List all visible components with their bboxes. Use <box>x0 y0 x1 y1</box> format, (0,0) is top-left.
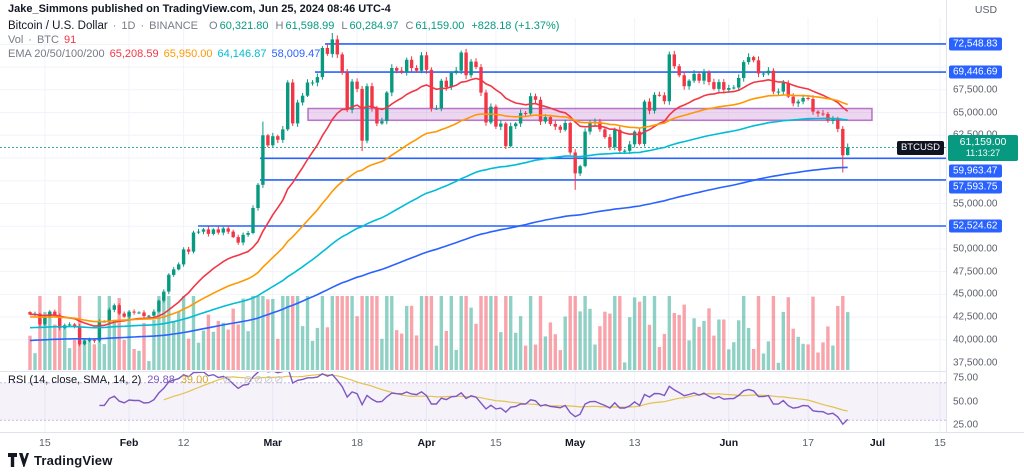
rsi-band <box>0 382 946 421</box>
time-axis-label: May <box>564 437 586 449</box>
open-label: O <box>209 20 218 32</box>
price-axis-label: 40,000.00 <box>953 334 998 346</box>
level-price-badge[interactable]: 72,548.83 <box>949 37 1002 51</box>
rsi-ma-value: 39.00 <box>180 374 209 386</box>
rsi-legend: RSI (14, close, SMA, 14, 2) 29.88 39.00 … <box>8 374 283 386</box>
ema-100-line <box>29 117 848 329</box>
legend-separator: · <box>140 20 145 32</box>
price-axis-label: 42,500.00 <box>953 311 998 323</box>
rsi-axis-label: 50.00 <box>953 396 979 407</box>
rsi-axis-label: 75.00 <box>953 372 979 384</box>
price-axis-label: 65,000.00 <box>953 107 998 118</box>
ema20-value: 65,208.59 <box>109 48 159 60</box>
chart-legend: Bitcoin / U.S. Dollar · 1D · BINANCE O 6… <box>8 19 559 61</box>
time-axis-label: Mar <box>263 437 283 449</box>
ema100-value: 64,146.87 <box>217 48 267 60</box>
time-axis-label: 15 <box>934 437 946 449</box>
rsi-source-icon[interactable]: ⊘ <box>253 373 263 386</box>
time-axis-label: 17 <box>802 437 814 449</box>
volume-unit: BTC <box>36 34 59 46</box>
level-price-badge[interactable]: 57,593.75 <box>949 180 1002 194</box>
change-value: +828.18 (+1.37%) <box>471 20 560 32</box>
price-axis-label: 47,500.00 <box>953 266 998 278</box>
volume-legend-row: Vol · BTC 91 <box>8 33 559 47</box>
candlestick-series <box>28 33 850 347</box>
volume-value: 91 <box>63 34 77 46</box>
ema-20-line <box>29 77 849 327</box>
last-price-badge[interactable]: 61,159.00 11:13:27 <box>948 134 1018 161</box>
time-axis-label: Feb <box>119 437 139 449</box>
ohlc-values: O 60,321.80 H 61,598.99 L 60,284.97 C 61… <box>209 20 559 32</box>
close-label: C <box>405 20 414 32</box>
high-label: H <box>275 20 284 32</box>
price-axis-label: 50,000.00 <box>953 243 998 255</box>
price-axis-label: 45,000.00 <box>953 288 998 300</box>
ema-legend-row: EMA 20/50/100/200 65,208.59 65,950.00 64… <box>8 47 559 61</box>
volume-series <box>28 296 850 370</box>
time-axis-label: Jul <box>869 437 886 449</box>
ema200-value: 58,009.47 <box>271 48 321 60</box>
time-axis-label: 12 <box>177 437 190 449</box>
symbol-legend-row: Bitcoin / U.S. Dollar · 1D · BINANCE O 6… <box>8 19 559 33</box>
brand-name: TradingView <box>34 453 113 468</box>
legend-separator: · <box>112 20 117 32</box>
symbol-title[interactable]: Bitcoin / U.S. Dollar <box>8 20 108 32</box>
footer-brand[interactable]: TradingView <box>8 453 113 468</box>
ema-200-line <box>29 166 848 342</box>
ema-label[interactable]: EMA 20/50/100/200 <box>8 48 105 60</box>
rsi-settings-icon[interactable]: ⊘ <box>243 373 253 386</box>
last-price-value: 61,159.00 <box>959 135 1007 148</box>
symbol-chip[interactable]: BTCUSD <box>896 140 944 155</box>
horizontal-level-lines[interactable] <box>198 43 946 227</box>
rsi-ma-line <box>163 373 848 412</box>
rsi-more-icon[interactable]: ⊘ <box>274 373 284 386</box>
time-axis-label: 13 <box>628 437 641 449</box>
rsi-delete-icon[interactable]: ⊘ <box>264 373 274 386</box>
price-axis[interactable]: USD 67,500.0065,000.0062,500.0055,000.00… <box>946 0 1024 452</box>
price-axis-label: 55,000.00 <box>953 198 998 209</box>
level-price-badge[interactable]: 59,963.47 <box>949 164 1002 178</box>
level-price-badge[interactable]: 52,524.62 <box>949 219 1002 233</box>
rsi-axis-label: 25.00 <box>953 419 979 431</box>
time-axis-label: 15 <box>39 437 51 449</box>
time-axis-label: Apr <box>417 437 436 449</box>
time-axis[interactable]: 15 Feb 12 Mar 18 Apr 15 May 13 Jun 17 Jul 15 <box>0 432 1024 453</box>
time-axis-label: 15 <box>490 437 502 449</box>
low-label: L <box>341 20 348 32</box>
high-value: 61,598.99 <box>285 20 335 32</box>
rsi-title[interactable]: RSI (14, close, SMA, 14, 2) <box>8 374 142 386</box>
time-axis-label: 18 <box>351 437 363 449</box>
publisher-header: Jake_Simmons published on TradingView.co… <box>8 3 391 15</box>
time-axis-label: Jun <box>719 437 739 449</box>
ema50-value: 65,950.00 <box>163 48 213 60</box>
rsi-line <box>99 371 849 426</box>
open-value: 60,321.80 <box>219 20 269 32</box>
low-value: 60,284.97 <box>349 20 399 32</box>
volume-label: Vol <box>8 34 24 46</box>
price-axis-label: 37,500.00 <box>953 357 998 368</box>
rsi-value: 29.88 <box>147 374 175 386</box>
ema-50-line <box>29 94 848 323</box>
close-value: 61,159.00 <box>415 20 465 32</box>
rsi-action-icons: ⊘ ⊘ ⊘ ⊘ <box>243 373 284 386</box>
main-chart-canvas[interactable] <box>0 0 946 371</box>
bar-countdown: 11:13:27 <box>965 147 1001 158</box>
tradingview-logo-icon <box>8 453 29 467</box>
rsi-pane-canvas[interactable] <box>0 371 946 432</box>
supply-zone[interactable] <box>307 107 873 122</box>
level-price-badge[interactable]: 69,446.69 <box>949 65 1002 79</box>
interval-label[interactable]: 1D <box>121 20 136 32</box>
legend-separator: · <box>28 34 32 46</box>
pane-divider[interactable] <box>0 371 1024 372</box>
rsi-eye-icon[interactable]: ⊘ <box>222 373 232 386</box>
price-axis-label: 67,500.00 <box>953 84 998 96</box>
exchange-label: BINANCE <box>149 20 199 32</box>
currency-label[interactable]: USD <box>974 4 998 16</box>
